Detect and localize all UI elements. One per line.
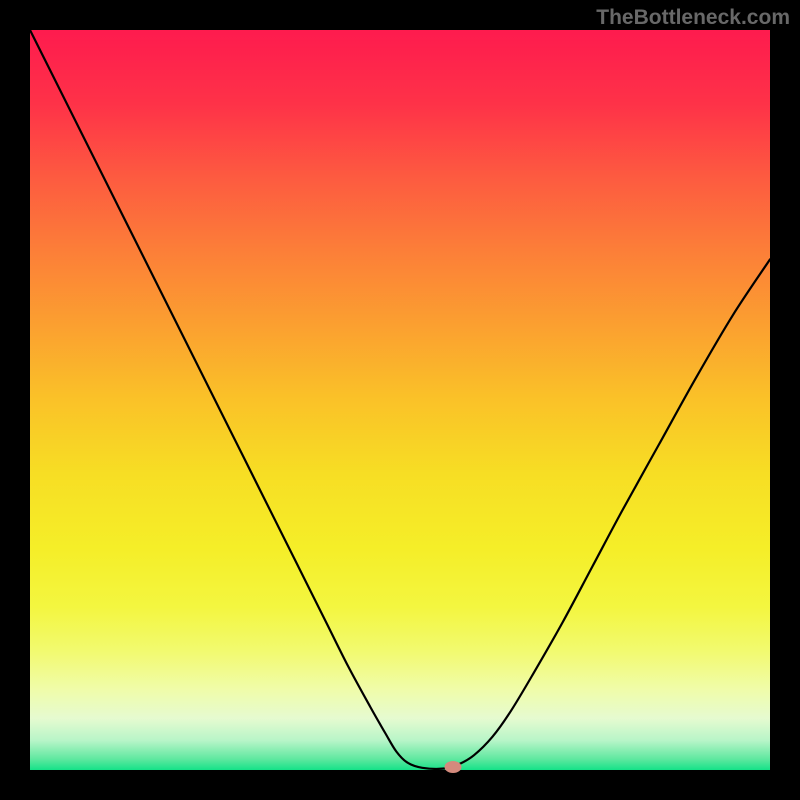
plot-area bbox=[30, 30, 770, 770]
bottleneck-curve bbox=[30, 30, 770, 770]
watermark-text: TheBottleneck.com bbox=[596, 6, 790, 30]
optimal-point-marker bbox=[445, 761, 462, 773]
